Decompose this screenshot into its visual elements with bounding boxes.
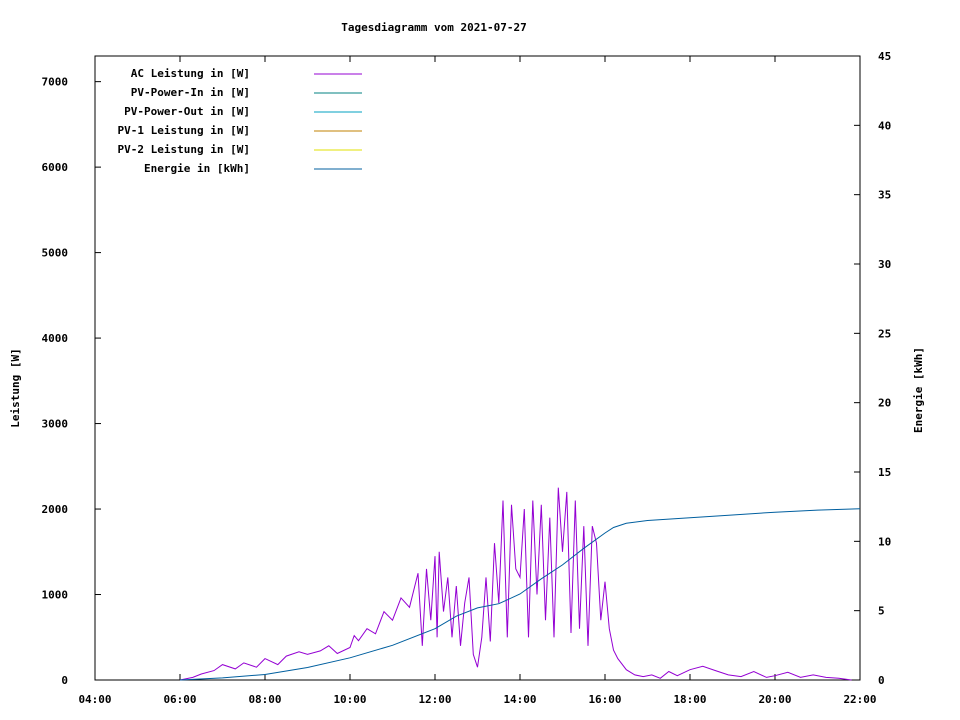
legend-label: PV-Power-In in [W] <box>131 86 250 99</box>
chart-title: Tagesdiagramm vom 2021-07-27 <box>341 21 526 34</box>
legend-label: Energie in [kWh] <box>144 162 250 175</box>
legend: AC Leistung in [W] PV-Power-In in [W] PV-P… <box>118 67 362 175</box>
series-line-0 <box>179 487 852 681</box>
y-tick-label: 4000 <box>42 332 69 345</box>
x-tick-label: 18:00 <box>673 693 706 706</box>
x-tick-label: 06:00 <box>163 693 196 706</box>
y-axis-ticks: 0 1000 2000 3000 4000 5000 6000 7000 <box>42 76 101 687</box>
y-tick-label: 5000 <box>42 247 69 260</box>
y-tick-label: 1000 <box>42 589 69 602</box>
x-tick-label: 14:00 <box>503 693 536 706</box>
plot-frame <box>94 55 861 681</box>
y2-tick-label: 0 <box>878 674 885 687</box>
y2-tick-label: 30 <box>878 258 891 271</box>
x-tick-label: 08:00 <box>248 693 281 706</box>
y2-tick-label: 5 <box>878 605 885 618</box>
legend-label: PV-Power-Out in [W] <box>124 105 250 118</box>
x-tick-label: 22:00 <box>843 693 876 706</box>
series-line-5 <box>179 508 861 681</box>
y-tick-label: 6000 <box>42 161 69 174</box>
y-tick-label: 3000 <box>42 418 69 431</box>
y2-tick-label: 40 <box>878 119 891 132</box>
legend-label: PV-1 Leistung in [W] <box>118 124 250 137</box>
y-tick-label: 2000 <box>42 503 69 516</box>
x-axis-ticks: 04:00 06:00 08:00 10:00 12:00 14:00 16:00 18:00… <box>78 56 877 706</box>
x-tick-label: 12:00 <box>418 693 451 706</box>
legend-label: PV-2 Leistung in [W] <box>118 143 250 156</box>
series-lines <box>179 487 861 681</box>
x-tick-label: 10:00 <box>333 693 366 706</box>
y2-tick-label: 45 <box>878 50 891 63</box>
y2-tick-label: 10 <box>878 535 891 548</box>
y-tick-label: 0 <box>61 674 68 687</box>
y-tick-label: 7000 <box>42 76 69 89</box>
y2-tick-label: 25 <box>878 327 891 340</box>
x-tick-label: 16:00 <box>588 693 621 706</box>
y2-tick-label: 35 <box>878 189 891 202</box>
y2-tick-label: 15 <box>878 466 891 479</box>
x-tick-label: 20:00 <box>758 693 791 706</box>
y-axis-label: Leistung [W] <box>9 348 22 427</box>
y2-axis-ticks: 0 5 10 15 20 25 30 35 40 45 <box>854 50 891 687</box>
y2-axis-label: Energie [kWh] <box>912 347 925 433</box>
y2-tick-label: 20 <box>878 397 891 410</box>
legend-label: AC Leistung in [W] <box>131 67 250 80</box>
x-tick-label: 04:00 <box>78 693 111 706</box>
